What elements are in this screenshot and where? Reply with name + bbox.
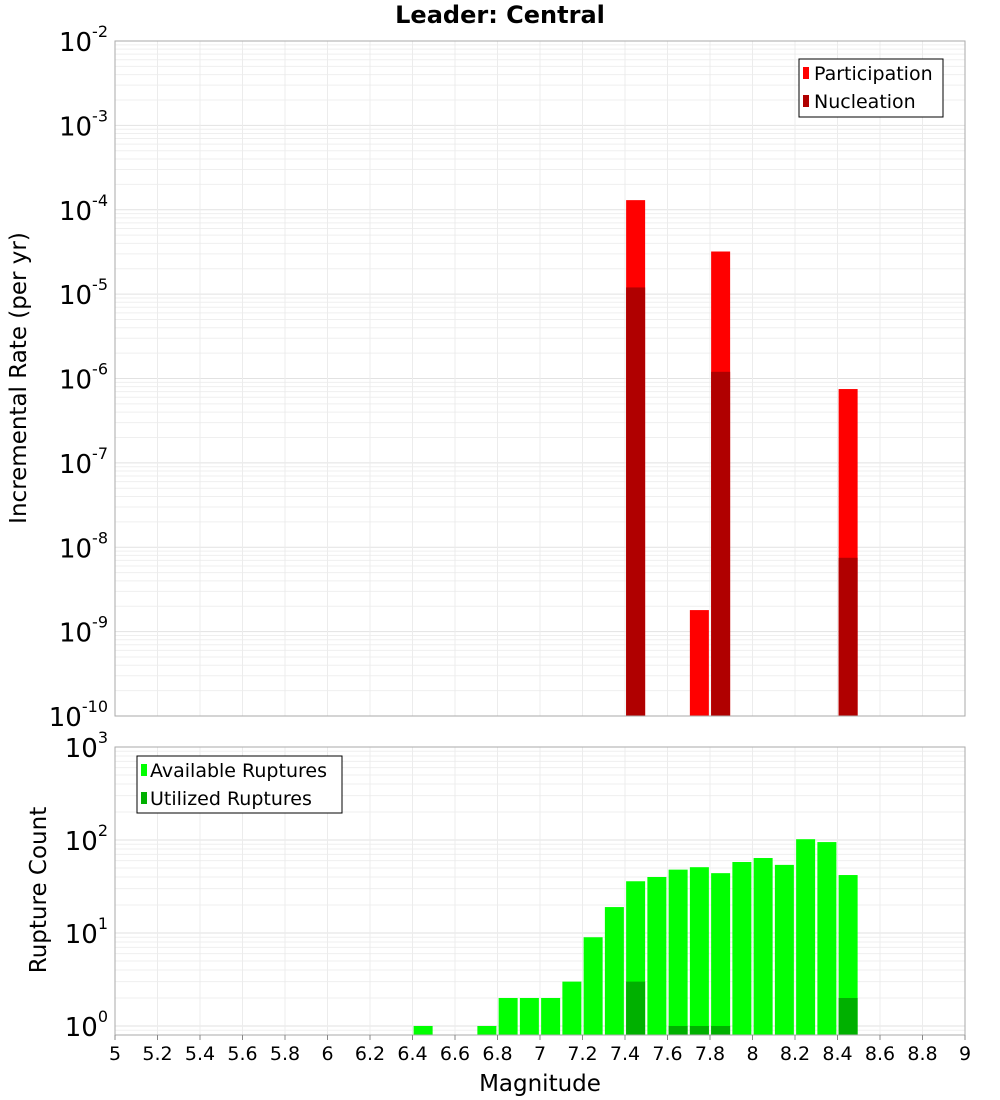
- y-tick-label: 101: [65, 914, 108, 950]
- y-tick-label: 10-10: [49, 697, 108, 733]
- bottom-panel-bar-secondary: [711, 1025, 731, 1035]
- bottom-panel-bar-secondary: [838, 997, 858, 1035]
- bottom-panel-bar-primary: [647, 877, 667, 1035]
- top-panel-y-ticks: 10-10 10-9 10-8 10-7 10-6 10-5 10-4 10-3 10-2: [49, 22, 108, 733]
- bottom-panel-bar-primary: [541, 997, 561, 1035]
- top-panel-legend: Participation Nucleation: [798, 58, 944, 118]
- bottom-panel-bar-primary: [583, 937, 603, 1035]
- y-tick-label: 103: [65, 728, 108, 764]
- x-tick-label: 7.4: [610, 1043, 640, 1065]
- x-tick-label: 6.6: [440, 1043, 470, 1065]
- x-tick-label: 6.8: [482, 1043, 512, 1065]
- bottom-panel-bar-secondary: [689, 1025, 709, 1035]
- legend-swatch-participation: [803, 67, 809, 79]
- x-tick-label: 8.8: [907, 1043, 937, 1065]
- y-tick-label: 10-9: [59, 613, 108, 649]
- y-tick-label: 100: [65, 1007, 108, 1043]
- top-panel-bar-secondary: [838, 557, 858, 716]
- top-panel-y-axis-title: Incremental Rate (per yr): [6, 232, 32, 524]
- y-tick-label: 10-7: [59, 444, 108, 480]
- bottom-panel-y-axis-title: Rupture Count: [26, 807, 52, 973]
- y-tick-label: 10-8: [59, 528, 108, 564]
- x-tick-label: 9: [959, 1043, 971, 1065]
- x-tick-label: 7: [534, 1043, 546, 1065]
- y-tick-label: 10-3: [59, 106, 108, 142]
- bottom-panel-bar-primary: [689, 867, 709, 1035]
- legend-label-nucleation: Nucleation: [814, 91, 916, 113]
- x-tick-label: 5.8: [270, 1043, 300, 1065]
- x-tick-label: 6.4: [397, 1043, 427, 1065]
- bottom-panel-bar-primary: [413, 1025, 433, 1035]
- y-tick-label: 10-4: [59, 191, 108, 227]
- bottom-panel-bar-primary: [817, 842, 837, 1035]
- x-tick-label: 6: [321, 1043, 333, 1065]
- x-axis-title: Magnitude: [479, 1071, 601, 1097]
- bottom-panel-bar-primary: [838, 875, 858, 1035]
- bottom-panel-bar-primary: [668, 869, 688, 1035]
- bottom-panel-y-ticks: 100 101 102 103: [65, 728, 108, 1043]
- bottom-panel-bar-primary: [498, 997, 518, 1035]
- bottom-panel-bars: [413, 839, 858, 1035]
- top-panel-bar-primary: [689, 610, 709, 716]
- x-tick-label: 8.2: [780, 1043, 810, 1065]
- bottom-panel-bar-primary: [562, 981, 582, 1035]
- top-panel-bar-secondary: [626, 287, 646, 716]
- x-tick-label: 8: [746, 1043, 758, 1065]
- bottom-panel-bar-primary: [519, 997, 539, 1035]
- x-tick-label: 8.6: [865, 1043, 895, 1065]
- chart-title: Leader: Central: [395, 1, 605, 29]
- bottom-panel-bar-primary: [753, 858, 773, 1035]
- bottom-panel-bar-primary: [774, 864, 794, 1035]
- top-panel-bars: [626, 200, 858, 716]
- bottom-panel-bar-primary: [732, 861, 752, 1035]
- x-tick-label: 7.8: [695, 1043, 725, 1065]
- y-tick-label: 10-5: [59, 275, 108, 311]
- y-tick-label: 10-2: [59, 22, 108, 58]
- x-tick-label: 5: [109, 1043, 121, 1065]
- x-tick-label: 7.6: [652, 1043, 682, 1065]
- y-tick-label: 10-6: [59, 360, 108, 396]
- bottom-panel-bar-primary: [477, 1025, 497, 1035]
- top-panel-plot-frame: [114, 40, 966, 717]
- x-tick-label: 7.2: [567, 1043, 597, 1065]
- bottom-panel-x-ticks: 5 5.2 5.4 5.6 5.8 6 6.2 6.4 6.6 6.8 7 7.2 7.4 7.6 7.8 8…: [109, 1035, 971, 1065]
- bottom-panel-legend: Available Ruptures Utilized Ruptures: [136, 755, 343, 814]
- bottom-panel-bar-secondary: [668, 1025, 688, 1035]
- x-tick-label: 5.6: [227, 1043, 257, 1065]
- bottom-panel-bar-primary: [604, 907, 624, 1035]
- legend-label-utilized-ruptures: Utilized Ruptures: [150, 788, 312, 810]
- legend-swatch-nucleation: [803, 95, 809, 107]
- legend-label-participation: Participation: [814, 63, 933, 85]
- x-tick-label: 8.4: [822, 1043, 852, 1065]
- x-tick-label: 6.2: [355, 1043, 385, 1065]
- bottom-panel-bar-secondary: [626, 981, 646, 1035]
- top-panel-bar-secondary: [711, 371, 731, 716]
- legend-swatch-utilized-ruptures: [141, 792, 147, 804]
- bottom-panel-bar-primary: [711, 873, 731, 1035]
- y-tick-label: 102: [65, 821, 108, 857]
- x-tick-label: 5.4: [185, 1043, 215, 1065]
- bottom-panel-bar-primary: [796, 839, 816, 1035]
- top-panel-grid: [114, 40, 966, 717]
- legend-swatch-available-ruptures: [141, 764, 147, 776]
- legend-label-available-ruptures: Available Ruptures: [150, 760, 327, 782]
- x-tick-label: 5.2: [142, 1043, 172, 1065]
